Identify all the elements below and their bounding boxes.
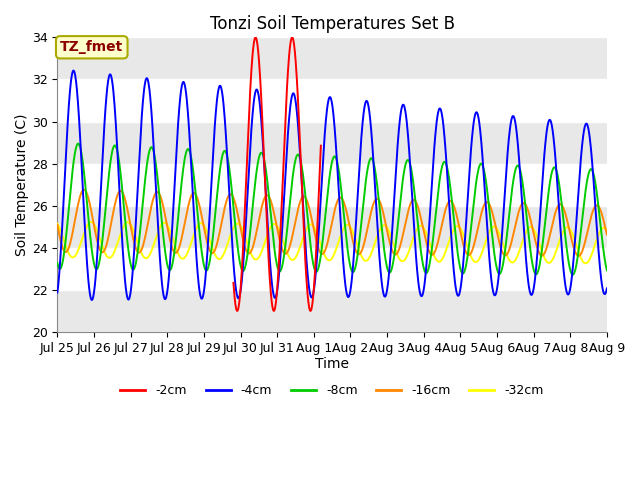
Bar (58, 290, 607, 332)
Bar (58, 206, 607, 248)
Text: TZ_fmet: TZ_fmet (60, 40, 124, 54)
Title: Tonzi Soil Temperatures Set B: Tonzi Soil Temperatures Set B (210, 15, 454, 33)
Bar (58, 121, 607, 164)
Bar (58, 37, 607, 79)
X-axis label: Time: Time (315, 358, 349, 372)
Legend: -2cm, -4cm, -8cm, -16cm, -32cm: -2cm, -4cm, -8cm, -16cm, -32cm (115, 379, 549, 402)
Y-axis label: Soil Temperature (C): Soil Temperature (C) (15, 113, 29, 256)
